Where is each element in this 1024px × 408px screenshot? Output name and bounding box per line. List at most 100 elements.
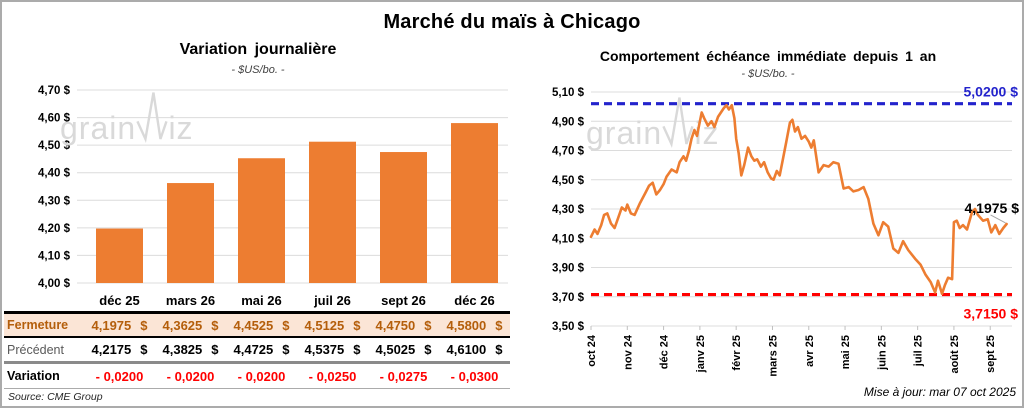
- last-price-label: 4,1975 $: [965, 200, 1020, 216]
- table-cell: - 0,0200: [155, 369, 226, 384]
- cell-value: - 0,0250: [308, 368, 357, 384]
- currency-symbol: $: [282, 342, 290, 357]
- cell-value: - 0,0275: [379, 368, 428, 384]
- svg-text:3,7150 $: 3,7150 $: [964, 306, 1019, 322]
- update-timestamp: Mise à jour: mar 07 oct 2025: [863, 385, 1016, 399]
- table-cell: 4,5125 $: [297, 318, 368, 333]
- cell-value: - 0,0200: [166, 368, 215, 384]
- futures-price-table: déc 25 mars 26 mai 26 juil 26 sept 26 déc 26 F…: [4, 290, 510, 389]
- svg-text:4,50 $: 4,50 $: [552, 175, 585, 187]
- svg-text:4,00 $: 4,00 $: [38, 278, 71, 290]
- currency-symbol: $: [211, 342, 219, 357]
- table-cell: 4,5025 $: [368, 342, 439, 357]
- currency-symbol: $: [495, 342, 503, 357]
- cell-value: 4,2175: [91, 342, 132, 357]
- svg-text:4,40 $: 4,40 $: [38, 168, 71, 180]
- currency-symbol: $: [495, 317, 503, 333]
- cell-value: 4,4750: [375, 317, 416, 333]
- table-cell: 4,4725 $: [226, 342, 297, 357]
- table-cell: 4,4525 $: [226, 318, 297, 333]
- svg-text:4,30 $: 4,30 $: [552, 204, 585, 216]
- svg-text:déc 24: déc 24: [659, 334, 671, 369]
- svg-text:oct 24: oct 24: [586, 334, 598, 367]
- line-gridlines: 3,50 $ 3,70 $ 3,90 $ 4,10 $ 4,30 $ 4,50 $ 4,70…: [552, 87, 1012, 333]
- svg-text:4,70 $: 4,70 $: [552, 146, 585, 158]
- table-cell: 4,1975 $: [84, 318, 155, 333]
- currency-symbol: $: [211, 317, 219, 333]
- bar-déc-25: [96, 228, 143, 283]
- svg-text:janv 25: janv 25: [695, 335, 707, 373]
- bar-déc-26: [451, 123, 498, 283]
- front-month-line-chart: 3,50 $ 3,70 $ 3,90 $ 4,10 $ 4,30 $ 4,50 $ 4,70…: [552, 84, 1020, 377]
- cell-value: 4,6100: [446, 342, 487, 357]
- bar-mars-26: [167, 183, 214, 283]
- svg-text:4,30 $: 4,30 $: [38, 195, 71, 207]
- table-cell: 4,2175 $: [84, 342, 155, 357]
- svg-text:sept 25: sept 25: [985, 335, 997, 373]
- month-header: mars 26: [165, 293, 216, 308]
- svg-text:3,90 $: 3,90 $: [552, 263, 585, 275]
- cell-value: - 0,0200: [95, 368, 144, 384]
- month-header: mai 26: [241, 293, 282, 308]
- svg-text:5,10 $: 5,10 $: [552, 87, 585, 99]
- svg-text:3,50 $: 3,50 $: [552, 321, 585, 333]
- x-axis-labels: oct 24 nov 24 déc 24 janv 25 févr 25 mars 25 a…: [586, 326, 997, 377]
- svg-text:4,90 $: 4,90 $: [552, 116, 585, 128]
- line-chart-title: Comportement échéance immédiate depuis 1…: [599, 48, 937, 64]
- currency-symbol: $: [140, 317, 148, 333]
- table-row-fermeture: Fermeture 4,1975 $4,3625 $4,4525 $4,5125 $4,4…: [4, 314, 510, 338]
- currency-symbol: $: [424, 342, 432, 357]
- svg-text:mai 25: mai 25: [840, 335, 852, 369]
- table-cell: 4,3625 $: [155, 318, 226, 333]
- currency-symbol: $: [353, 342, 361, 357]
- cell-value: 4,5375: [304, 342, 345, 357]
- cell-value: - 0,0300: [450, 368, 499, 384]
- bar-chart-subtitle: - $US/bo. -: [231, 64, 285, 76]
- svg-text:iz: iz: [168, 110, 193, 146]
- svg-text:juin 25: juin 25: [876, 335, 888, 371]
- svg-text:grain: grain: [586, 115, 662, 151]
- svg-text:mars 25: mars 25: [767, 335, 779, 377]
- price-series-line: [589, 103, 1008, 296]
- svg-text:3,70 $: 3,70 $: [552, 292, 585, 304]
- table-cell: 4,5375 $: [297, 342, 368, 357]
- svg-text:grain: grain: [60, 110, 136, 146]
- currency-symbol: $: [282, 317, 290, 333]
- reference-line-ref_red: 3,7150 $: [591, 292, 1019, 322]
- bar-series: [96, 123, 498, 283]
- daily-variation-panel: Variation journalière - $US/bo. - 4,00 $…: [4, 2, 512, 406]
- currency-symbol: $: [140, 342, 148, 357]
- svg-text:août 25: août 25: [949, 335, 961, 374]
- row-label: Fermeture: [7, 318, 69, 332]
- table-cell: 4,5800 $: [439, 318, 510, 333]
- svg-text:4,50 $: 4,50 $: [38, 140, 71, 152]
- table-cell: 4,3825 $: [155, 342, 226, 357]
- last-price-leader-line: [990, 214, 1006, 224]
- month-header: juil 26: [314, 293, 351, 308]
- svg-text:nov 24: nov 24: [622, 334, 634, 370]
- line-chart-subtitle: - $US/bo. -: [741, 68, 795, 80]
- svg-text:févr 25: févr 25: [731, 335, 743, 370]
- bar-chart-title: Variation journalière: [179, 41, 337, 58]
- svg-text:4,60 $: 4,60 $: [38, 113, 71, 125]
- grainwiz-watermark: grain iz: [60, 92, 193, 146]
- row-label: Précédent: [7, 342, 64, 357]
- table-row-variation: Variation - 0,0200 - 0,0200 - 0,0200 - 0,025…: [4, 364, 510, 389]
- cell-value: 4,5025: [375, 342, 416, 357]
- svg-text:4,10 $: 4,10 $: [38, 250, 71, 262]
- cell-value: 4,4725: [233, 342, 274, 357]
- cell-value: 4,4525: [233, 317, 274, 333]
- month-header: déc 26: [454, 293, 495, 308]
- table-cell: - 0,0300: [439, 369, 510, 384]
- svg-text:4,70 $: 4,70 $: [38, 85, 71, 97]
- svg-text:avr 25: avr 25: [804, 335, 816, 367]
- table-cell: - 0,0275: [368, 369, 439, 384]
- cell-value: 4,3625: [162, 317, 203, 333]
- table-cell: 4,4750 $: [368, 318, 439, 333]
- month-header: déc 25: [99, 293, 140, 308]
- table-cell: - 0,0250: [297, 369, 368, 384]
- bar-juil-26: [309, 141, 356, 283]
- currency-symbol: $: [424, 317, 432, 333]
- reference-line-ref_blue: 5,0200 $: [591, 84, 1018, 106]
- table-cell: - 0,0200: [226, 369, 297, 384]
